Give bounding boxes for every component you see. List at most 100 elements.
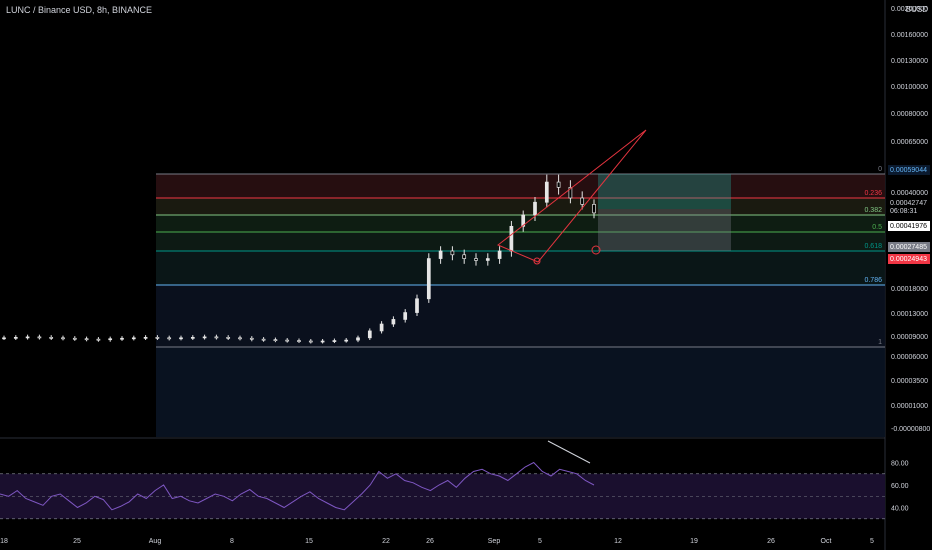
candle-body xyxy=(403,312,408,320)
candle-body xyxy=(13,337,18,339)
price-tick-label: 0.00006000 xyxy=(891,354,928,361)
price-tick-label: 0.00013000 xyxy=(891,311,928,318)
rising-wedge xyxy=(497,129,647,263)
time-tick-label: 8 xyxy=(230,538,234,545)
candle-body xyxy=(37,336,42,339)
candle-body xyxy=(344,339,349,342)
price-tick-label: 0.00080000 xyxy=(891,111,928,118)
candle-body xyxy=(84,338,89,341)
candle-body xyxy=(131,337,136,340)
candle-body xyxy=(533,201,537,216)
time-tick-label: 26 xyxy=(767,538,775,545)
time-tick-label: Sep xyxy=(488,538,501,545)
price-label-bg xyxy=(888,165,930,175)
rsi-tick-label: 80.00 xyxy=(891,461,909,468)
candle-body xyxy=(214,336,219,339)
price-tick-label: 0.00130000 xyxy=(891,58,928,65)
candle-body xyxy=(72,337,77,340)
breakdown-marker xyxy=(591,245,601,255)
candle-body xyxy=(391,319,396,325)
rsi-tick-label: 40.00 xyxy=(891,506,909,513)
candle-body xyxy=(320,340,325,343)
fib-level-label: 0 xyxy=(878,166,882,173)
price-label-bg xyxy=(888,254,930,264)
fib-zone xyxy=(156,285,885,347)
support-marker xyxy=(533,257,541,265)
price-tick-label: 0.00065000 xyxy=(891,139,928,146)
candle-body xyxy=(462,254,467,259)
candle-body xyxy=(108,338,113,341)
fib-zone xyxy=(156,198,885,215)
rsi-band xyxy=(0,473,885,519)
price-tick-label: 0.00009000 xyxy=(891,334,928,341)
candle-body xyxy=(179,337,183,340)
fib-level-label: 0.382 xyxy=(864,207,882,214)
price-tick-label: 0.00200000 xyxy=(891,6,928,13)
candle-body xyxy=(238,337,242,340)
fib-level-label: 1 xyxy=(878,339,882,346)
time-tick-label: 12 xyxy=(614,538,622,545)
candle-body xyxy=(49,337,54,339)
price-tick-label: 0.00160000 xyxy=(891,32,928,39)
candle-body xyxy=(379,323,384,332)
candle-body xyxy=(226,337,231,339)
candle-body xyxy=(155,337,160,339)
time-tick-label: 15 xyxy=(305,538,313,545)
fib-zone xyxy=(156,174,885,198)
fib-level-label: 0.786 xyxy=(864,277,882,284)
price-label: 06:08:31 xyxy=(890,208,917,215)
candle-body xyxy=(367,330,372,339)
candle-body xyxy=(25,336,30,339)
candle-body xyxy=(450,250,455,256)
price-label: 0.00059044 xyxy=(890,167,927,174)
candle-body xyxy=(438,250,443,259)
time-tick-label: 25 xyxy=(73,538,81,545)
time-tick-label: 22 xyxy=(382,538,390,545)
price-label: 0.00024943 xyxy=(890,256,927,263)
candle-body xyxy=(273,339,278,342)
price-label: 0.00027485 xyxy=(890,244,927,251)
candle-body xyxy=(261,338,266,341)
price-tick-label: 0.00003500 xyxy=(891,378,928,385)
price-tick-label: 0.00040000 xyxy=(891,190,928,197)
time-tick-label: 5 xyxy=(538,538,542,545)
candle-body xyxy=(2,337,6,340)
candle-body xyxy=(485,258,490,261)
candle-body xyxy=(120,337,124,340)
rsi-divergence-line xyxy=(547,440,591,464)
candle-body xyxy=(202,336,207,339)
price-label: 0.00041976 xyxy=(890,223,927,230)
rsi-tick-label: 60.00 xyxy=(891,483,909,490)
candle-body xyxy=(297,340,301,342)
price-tick-label: 0.00018000 xyxy=(891,286,928,293)
candle-body xyxy=(556,181,561,188)
fib-level-label: 0.618 xyxy=(864,243,882,250)
price-tick-label: -0.00000800 xyxy=(891,426,930,433)
fib-zone xyxy=(156,232,885,251)
fib-zone-bottom xyxy=(156,347,885,437)
candle-body xyxy=(167,337,172,340)
position-target-zone xyxy=(598,174,731,209)
candle-body xyxy=(143,337,148,339)
candle-body xyxy=(356,337,360,341)
candle-body xyxy=(426,258,431,300)
time-tick-label: 18 xyxy=(0,538,8,545)
candle-body xyxy=(190,337,195,339)
candle-body xyxy=(415,298,419,313)
candle-body xyxy=(474,258,478,261)
rsi-line xyxy=(0,461,595,511)
time-tick-label: Oct xyxy=(821,538,832,545)
time-tick-label: 26 xyxy=(426,538,434,545)
fib-zone xyxy=(156,215,885,232)
candle-body xyxy=(509,225,514,252)
price-label-bg xyxy=(888,242,930,252)
candle-body xyxy=(332,340,337,342)
symbol-title: LUNC / Binance USD, 8h, BINANCE xyxy=(6,5,153,15)
fib-level-label: 0.5 xyxy=(872,224,882,231)
candle-body xyxy=(568,187,573,199)
candle-body xyxy=(544,181,549,203)
price-label: 0.00042747 xyxy=(890,200,927,207)
fib-zone xyxy=(156,251,885,285)
price-label-bg xyxy=(888,221,930,231)
